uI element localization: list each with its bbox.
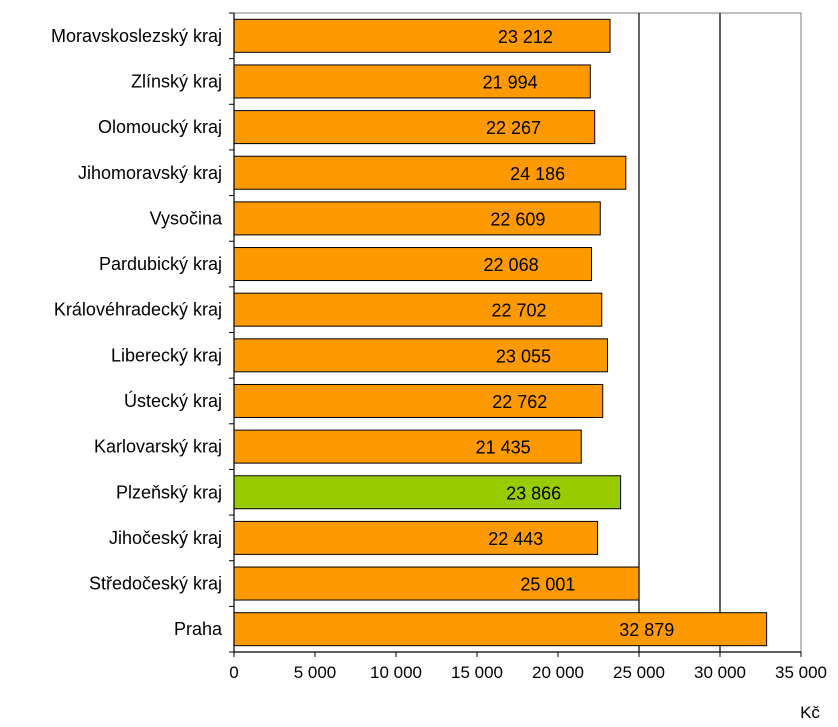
x-axis-unit-label: Kč bbox=[800, 703, 820, 722]
data-label-1: 21 994 bbox=[483, 72, 538, 92]
bar-13 bbox=[233, 612, 768, 647]
data-label-10: 23 866 bbox=[506, 483, 561, 503]
bar-8 bbox=[233, 383, 604, 418]
x-tick-label-1: 5 000 bbox=[294, 663, 337, 682]
category-label-8: Ústecký kraj bbox=[124, 390, 222, 411]
category-label-4: Vysočina bbox=[150, 208, 223, 228]
category-label-7: Liberecký kraj bbox=[111, 345, 222, 365]
x-tick-label-7: 35 000 bbox=[775, 663, 827, 682]
category-label-0: Moravskoslezský kraj bbox=[51, 26, 222, 46]
category-labels: Moravskoslezský kraj Zlínský kraj Olomouck… bbox=[51, 26, 223, 639]
category-label-12: Středočeský kraj bbox=[89, 574, 222, 594]
category-label-11: Jihočeský kraj bbox=[109, 528, 222, 548]
category-label-10: Plzeňský kraj bbox=[116, 482, 222, 502]
bars bbox=[233, 18, 768, 647]
data-label-5: 22 068 bbox=[484, 255, 539, 275]
x-tick-label-4: 20 000 bbox=[532, 663, 584, 682]
data-label-2: 22 267 bbox=[486, 118, 541, 138]
data-label-9: 21 435 bbox=[476, 438, 531, 458]
bar-1 bbox=[233, 64, 591, 99]
x-tick-label-3: 15 000 bbox=[451, 663, 503, 682]
data-label-11: 22 443 bbox=[488, 529, 543, 549]
bar-11 bbox=[233, 520, 599, 555]
data-label-6: 22 702 bbox=[491, 301, 546, 321]
data-label-4: 22 609 bbox=[490, 209, 545, 229]
bar-6 bbox=[233, 292, 603, 327]
category-label-9: Karlovarský kraj bbox=[94, 437, 222, 457]
data-labels: 23 212 21 994 22 267 24 186 22 609 22 068 22 7… bbox=[476, 27, 675, 640]
category-label-13: Praha bbox=[174, 619, 223, 639]
bar-7 bbox=[233, 338, 608, 373]
x-tick-label-0: 0 bbox=[229, 663, 238, 682]
axes bbox=[229, 12, 802, 657]
data-label-7: 23 055 bbox=[496, 346, 551, 366]
category-label-5: Pardubický kraj bbox=[99, 254, 222, 274]
x-tick-labels: 0 5 000 10 000 15 000 20 000 25 000 30 000 35 0… bbox=[229, 663, 827, 682]
data-label-3: 24 186 bbox=[510, 164, 565, 184]
category-label-6: Královéhradecký kraj bbox=[54, 300, 222, 320]
data-label-0: 23 212 bbox=[498, 27, 553, 47]
data-label-12: 25 001 bbox=[520, 575, 575, 595]
plot-area bbox=[233, 12, 802, 653]
bar-5 bbox=[233, 247, 593, 282]
bar-4 bbox=[233, 201, 601, 236]
bar-10 bbox=[233, 475, 622, 510]
x-tick-label-2: 10 000 bbox=[370, 663, 422, 682]
category-label-2: Olomoucký kraj bbox=[98, 117, 222, 137]
data-label-13: 32 879 bbox=[619, 620, 674, 640]
gridlines bbox=[638, 13, 721, 652]
bar-0 bbox=[233, 18, 611, 53]
bar-3 bbox=[233, 155, 627, 190]
x-tick-label-5: 25 000 bbox=[613, 663, 665, 682]
category-label-3: Jihomoravský kraj bbox=[78, 163, 222, 183]
category-label-1: Zlínský kraj bbox=[131, 71, 222, 91]
bar-12 bbox=[233, 566, 640, 601]
data-label-8: 22 762 bbox=[492, 392, 547, 412]
bar-9 bbox=[233, 429, 582, 464]
x-tick-label-6: 30 000 bbox=[694, 663, 746, 682]
